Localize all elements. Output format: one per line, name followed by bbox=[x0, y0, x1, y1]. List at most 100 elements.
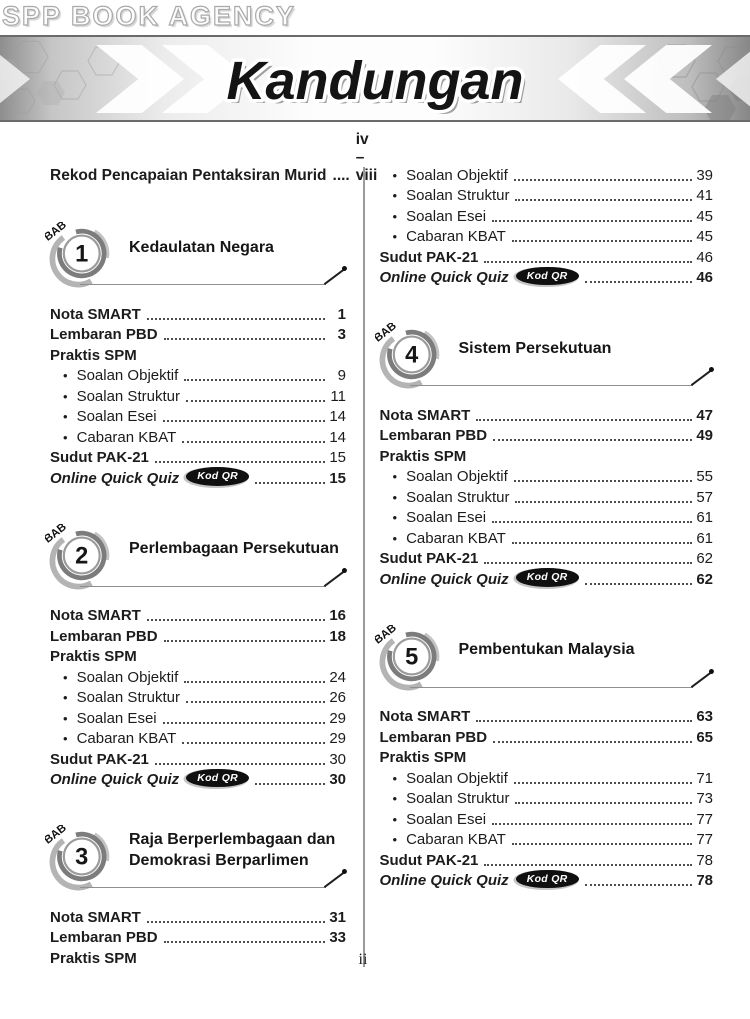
page-range: iv – viii bbox=[355, 131, 378, 184]
dotted-leader bbox=[493, 439, 692, 441]
page-ref: 62 bbox=[696, 570, 713, 588]
toc-item-label: Rekod Pencapaian Pentaksiran Murid bbox=[50, 167, 327, 184]
dotted-leader bbox=[484, 260, 692, 263]
page-ref: 16 bbox=[329, 607, 346, 624]
toc-row: • Soalan Struktur 41 bbox=[380, 184, 714, 204]
toc-row: Praktis SPM bbox=[50, 946, 346, 967]
chapter-section: 1 BAB Kedaulatan Negara Nota SMART 1 Lembar… bbox=[45, 215, 346, 487]
toc-item-label: Soalan Objektif bbox=[76, 668, 179, 686]
toc-row: Lembaran PBD 18 bbox=[50, 624, 346, 645]
toc-item-label: Sudut PAK-21 bbox=[50, 449, 149, 466]
chapter-title: Raja Berperlembagaan dan Demokrasi Berpa… bbox=[129, 831, 336, 869]
bullet-icon: • bbox=[63, 731, 68, 746]
toc-row: • Soalan Struktur 26 bbox=[50, 686, 346, 706]
toc-row: Praktis SPM bbox=[50, 343, 346, 364]
page-title: Kandungan Kandungan bbox=[223, 48, 528, 116]
svg-text:Kandungan: Kandungan bbox=[231, 55, 528, 115]
chapter-badge-icon: 2 BAB bbox=[45, 524, 110, 589]
chapter-underline bbox=[80, 871, 345, 888]
dotted-leader bbox=[515, 802, 692, 804]
dotted-leader bbox=[484, 863, 692, 866]
bullet-icon: • bbox=[392, 208, 398, 224]
toc-item-label: Praktis SPM bbox=[379, 447, 467, 465]
toc-row: • Cabaran KBAT 45 bbox=[380, 225, 714, 245]
dotted-leader bbox=[513, 781, 692, 784]
page-ref: 33 bbox=[329, 929, 346, 946]
toc-item-label: Nota SMART bbox=[50, 607, 141, 624]
page-ref: 41 bbox=[696, 187, 713, 204]
toc-item-label: Soalan Esei bbox=[406, 509, 487, 526]
page-ref: 18 bbox=[329, 627, 346, 645]
arrow-icon bbox=[323, 268, 345, 285]
dotted-leader bbox=[163, 338, 325, 340]
dotted-leader bbox=[513, 178, 692, 181]
kod-qr-badge: Kod QR bbox=[515, 266, 579, 285]
dotted-leader bbox=[185, 701, 325, 703]
bullet-icon: • bbox=[63, 669, 68, 685]
bullet-icon: • bbox=[392, 188, 398, 203]
toc-item-label: Soalan Struktur bbox=[406, 790, 510, 807]
toc-item-label: Soalan Esei bbox=[76, 709, 157, 727]
toc-item-label: Soalan Struktur bbox=[76, 689, 180, 706]
toc-row-intro: Rekod Pencapaian Pentaksiran Murid .... … bbox=[50, 131, 377, 185]
toc-column-right: • Soalan Objektif 39 • Soalan Struktur 41 • Soa… bbox=[375, 163, 714, 967]
toc-row: Nota SMART 63 bbox=[380, 705, 714, 725]
page-ref: 30 bbox=[329, 771, 346, 788]
dotted-leader bbox=[162, 420, 325, 422]
toc-item-label: Soalan Struktur bbox=[406, 488, 510, 506]
dotted-leader bbox=[584, 884, 692, 886]
page-ref: 62 bbox=[696, 550, 713, 567]
chapter-header: 3 BAB Raja Berperlembagaan dan Demokrasi… bbox=[45, 818, 346, 902]
bullet-icon: • bbox=[392, 229, 398, 244]
toc-item-label: Soalan Esei bbox=[406, 810, 487, 828]
page-ref: 29 bbox=[329, 730, 346, 747]
toc-item-label: Soalan Esei bbox=[76, 408, 157, 425]
page-ref: 31 bbox=[329, 908, 346, 926]
svg-text:Kandungan: Kandungan bbox=[227, 51, 524, 111]
page-ref: 45 bbox=[696, 207, 713, 225]
toc-item-label: Sudut PAK-21 bbox=[379, 851, 479, 869]
chapter-rows: Nota SMART 31 Lembaran PBD 33 Praktis SPM bbox=[50, 905, 346, 967]
bullet-icon: • bbox=[392, 489, 398, 505]
toc-row: Lembaran PBD 33 bbox=[50, 926, 346, 946]
dotted-leader bbox=[493, 740, 692, 743]
chapter-header: 4 BAB Sistem Persekutuan bbox=[375, 316, 714, 400]
toc-row: • Soalan Objektif 55 bbox=[380, 465, 714, 485]
toc-row: • Cabaran KBAT 61 bbox=[380, 526, 714, 547]
toc-row: Online Quick Quiz Kod QR 62 bbox=[380, 567, 713, 588]
bullet-icon: • bbox=[63, 429, 68, 445]
bullet-icon: • bbox=[392, 530, 398, 546]
toc-item-label: Nota SMART bbox=[50, 908, 141, 926]
chapter-badge-icon: 5 BAB bbox=[375, 625, 439, 690]
page-ref: 71 bbox=[696, 769, 713, 787]
chapter-number: 5 bbox=[405, 644, 418, 670]
page-ref: 77 bbox=[696, 810, 713, 828]
toc-row: • Soalan Objektif 24 bbox=[50, 665, 346, 686]
chapter-badge-icon: 1 BAB bbox=[45, 222, 110, 288]
page-ref: 39 bbox=[696, 166, 713, 184]
bullet-icon: • bbox=[63, 710, 68, 726]
chapter-header: 1 BAB Kedaulatan Negara bbox=[45, 215, 346, 299]
toc-item-label: Sudut PAK-21 bbox=[50, 750, 149, 768]
toc-item-label: Lembaran PBD bbox=[50, 929, 158, 946]
dotted-leader bbox=[476, 720, 692, 722]
toc-row: • Soalan Esei 14 bbox=[50, 405, 346, 425]
dotted-leader bbox=[146, 920, 325, 923]
page-ref: 15 bbox=[329, 469, 346, 487]
bullet-icon: • bbox=[392, 469, 398, 484]
toc-row: Sudut PAK-21 15 bbox=[50, 446, 346, 466]
chapter-rows: Nota SMART 16 Lembaran PBD 18 Praktis SPM • So… bbox=[50, 604, 346, 788]
dotted-leader bbox=[476, 418, 692, 421]
bullet-icon: • bbox=[392, 510, 398, 525]
bullet-icon: • bbox=[392, 770, 398, 786]
page-ref: 24 bbox=[329, 668, 346, 686]
toc-item-label: Online Quick Quiz bbox=[50, 469, 180, 487]
arrow-icon bbox=[690, 369, 712, 386]
chapter-rows: Nota SMART 1 Lembaran PBD 3 Praktis SPM • Soal… bbox=[50, 302, 346, 487]
dotted-leader bbox=[146, 619, 325, 621]
page-ref: 63 bbox=[696, 708, 713, 725]
dotted-leader bbox=[154, 461, 325, 463]
toc-item-label: Soalan Objektif bbox=[406, 468, 508, 485]
page-ref: 26 bbox=[329, 689, 346, 706]
page-ref: 65 bbox=[696, 728, 713, 746]
